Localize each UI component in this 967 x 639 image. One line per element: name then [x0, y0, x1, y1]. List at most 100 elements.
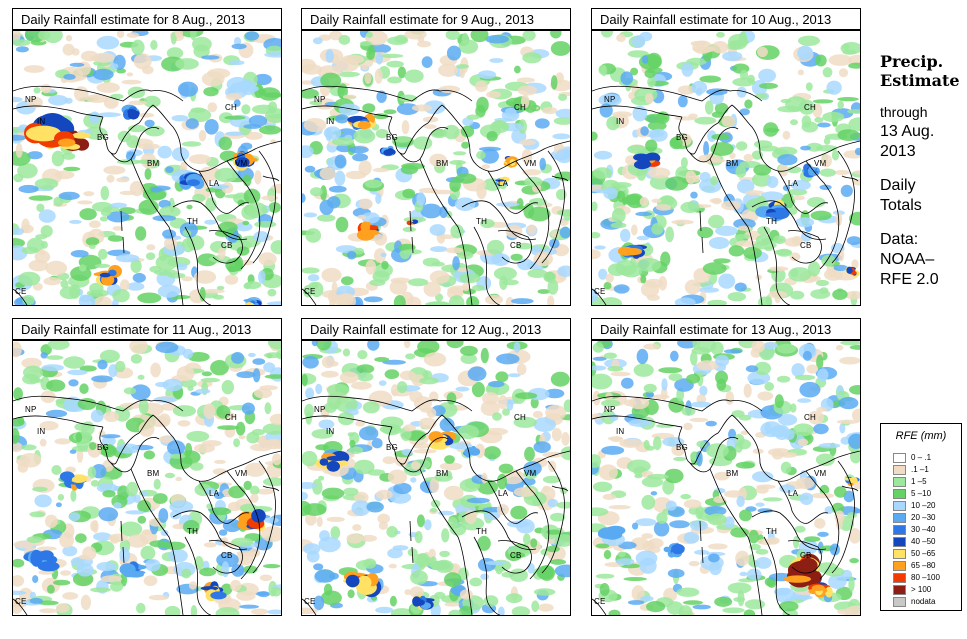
panel-title: Daily Rainfall estimate for 10 Aug., 201… [591, 8, 861, 30]
label-nepal: NP [25, 95, 37, 104]
label-cambodia: CB [800, 551, 812, 560]
label-laos: LA [788, 179, 799, 188]
label-bangladesh: BG [386, 443, 398, 452]
legend-title: RFE (mm) [895, 430, 947, 442]
legend-label: 5 –10 [911, 489, 932, 498]
daily-text: Daily [880, 177, 916, 194]
label-laos: LA [209, 179, 220, 188]
label-china: CH [804, 103, 816, 112]
label-nepal: NP [25, 405, 37, 414]
label-india: IN [37, 427, 46, 436]
map-graphic [13, 341, 281, 615]
label-bangladesh: BG [676, 443, 688, 452]
label-thailand: TH [766, 217, 778, 226]
rainfall-panel-3: Daily Rainfall estimate for 10 Aug., 201… [591, 8, 861, 306]
label-nepal: NP [604, 405, 616, 414]
label-burma: BM [436, 469, 449, 478]
panel-title: Daily Rainfall estimate for 13 Aug., 201… [591, 318, 861, 340]
legend-swatch [893, 572, 906, 583]
map-graphic [592, 31, 860, 305]
legend-label: 30 –40 [911, 525, 936, 534]
label-india: IN [616, 117, 625, 126]
label-burma: BM [436, 159, 449, 168]
legend-item: 5 –10 [893, 488, 931, 499]
heading-line-1: Precip. [880, 52, 944, 71]
end-date: 13 Aug. [880, 123, 935, 140]
rainfall-map: NP IN BG CH BM VM LA TH CB CE [591, 340, 861, 616]
legend-swatch [893, 560, 906, 571]
label-bangladesh: BG [97, 443, 109, 452]
panel-title: Daily Rainfall estimate for 9 Aug., 2013 [301, 8, 571, 30]
label-nepal: NP [604, 95, 616, 104]
legend-label: .1 –1 [911, 465, 929, 474]
label-ceylon: CE [594, 287, 606, 296]
label-ceylon: CE [304, 597, 316, 606]
label-laos: LA [788, 489, 799, 498]
legend-label: > 100 [911, 585, 932, 594]
label-nepal: NP [314, 405, 326, 414]
heading-line-2: Estimate [880, 71, 960, 90]
source-line-2: RFE 2.0 [880, 271, 939, 288]
label-thailand: TH [476, 217, 488, 226]
label-burma: BM [147, 469, 160, 478]
rainfall-panel-2: Daily Rainfall estimate for 9 Aug., 2013 [301, 8, 571, 306]
label-china: CH [225, 103, 237, 112]
rainfall-map: NP IN BG CH BM VM LA TH CB CE [301, 30, 571, 306]
legend-item: 65 –80 [893, 560, 935, 571]
legend-label: 10 –20 [911, 501, 936, 510]
label-china: CH [804, 413, 816, 422]
legend-item: .1 –1 [893, 464, 929, 475]
label-cambodia: CB [510, 551, 522, 560]
legend-item: 0 – .1 [893, 452, 931, 463]
label-vietnam: VM [235, 159, 248, 168]
label-ceylon: CE [304, 287, 316, 296]
label-laos: LA [498, 489, 509, 498]
label-vietnam: VM [235, 469, 248, 478]
label-ceylon: CE [594, 597, 606, 606]
label-nepal: NP [314, 95, 326, 104]
rainfall-map: NP IN BG CH BM VM LA TH CB CE [591, 30, 861, 306]
label-vietnam: VM [814, 469, 827, 478]
legend-label: nodata [911, 597, 936, 606]
label-china: CH [225, 413, 237, 422]
legend-item: nodata [893, 596, 935, 607]
label-thailand: TH [476, 527, 488, 536]
totals-text: Totals [880, 197, 922, 214]
rainfall-map: NP IN BG CH BM VM LA TH CB CE [12, 340, 282, 616]
legend-label: 0 – .1 [911, 453, 932, 462]
label-india: IN [616, 427, 625, 436]
label-bangladesh: BG [386, 133, 398, 142]
legend-label: 50 –65 [911, 549, 936, 558]
label-india: IN [326, 117, 335, 126]
label-india: IN [326, 427, 335, 436]
label-china: CH [514, 413, 526, 422]
label-cambodia: CB [510, 241, 522, 250]
legend-swatch [893, 500, 906, 511]
legend-label: 1 –5 [911, 477, 927, 486]
map-graphic [302, 341, 570, 615]
legend-item: 1 –5 [893, 476, 927, 487]
rainfall-panel-1: Daily Rainfall estimate for 8 Aug., 2013 [12, 8, 282, 306]
legend-label: 20 –30 [911, 513, 936, 522]
rainfall-panel-5: Daily Rainfall estimate for 12 Aug., 201… [301, 318, 571, 616]
legend-swatch [893, 596, 906, 607]
source-line-1: NOAA– [880, 251, 935, 268]
side-info: Precip. Estimate through 13 Aug. 2013 Da… [880, 52, 965, 290]
label-ceylon: CE [15, 597, 27, 606]
label-burma: BM [726, 159, 739, 168]
rainfall-panel-6: Daily Rainfall estimate for 13 Aug., 201… [591, 318, 861, 616]
label-cambodia: CB [800, 241, 812, 250]
map-graphic [13, 31, 281, 305]
label-laos: LA [209, 489, 220, 498]
legend-swatch [893, 452, 906, 463]
legend-item: 80 –100 [893, 572, 940, 583]
label-vietnam: VM [814, 159, 827, 168]
end-year: 2013 [880, 143, 916, 160]
label-cambodia: CB [221, 551, 233, 560]
label-ceylon: CE [15, 287, 27, 296]
legend-item: 10 –20 [893, 500, 935, 511]
legend-item: 50 –65 [893, 548, 935, 559]
label-thailand: TH [187, 217, 199, 226]
label-laos: LA [498, 179, 509, 188]
legend-item: > 100 [893, 584, 931, 595]
